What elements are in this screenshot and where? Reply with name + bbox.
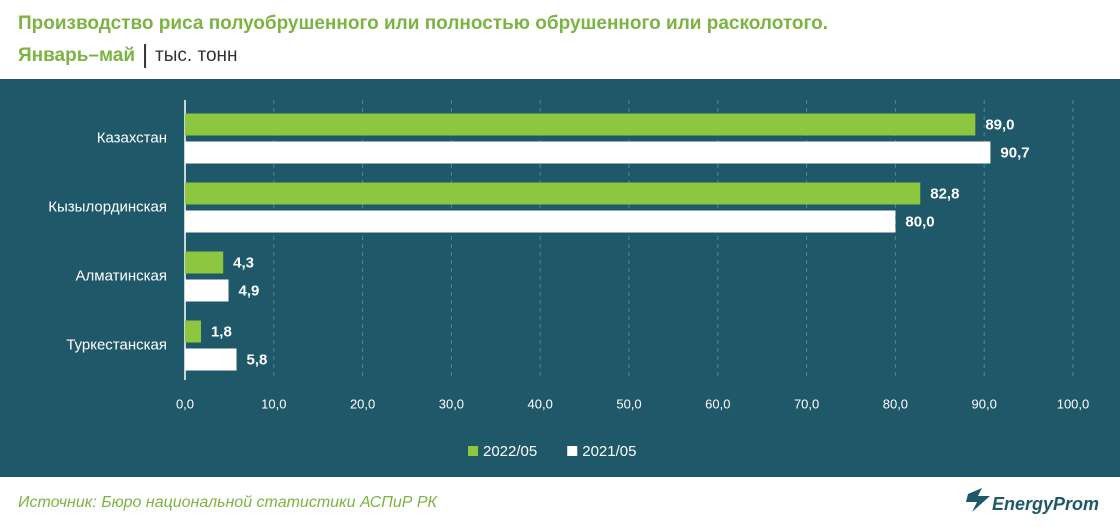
value-label: 5,8 (247, 351, 268, 368)
x-tick-label: 60,0 (705, 396, 730, 411)
x-tick-label: 100,0 (1057, 396, 1090, 411)
value-label: 80,0 (905, 213, 934, 230)
x-tick-label: 0,0 (176, 396, 194, 411)
logo-icon (966, 488, 990, 512)
y-tick-label: Алматинская (76, 267, 167, 284)
x-tick-label: 90,0 (972, 396, 997, 411)
x-tick-label: 40,0 (528, 396, 553, 411)
y-tick-label: Туркестанская (66, 336, 167, 353)
bar (185, 113, 976, 136)
bar (185, 182, 921, 205)
value-label: 89,0 (985, 116, 1014, 133)
x-tick-label: 80,0 (883, 396, 908, 411)
source-note: Источник: Бюро национальной статистики А… (18, 494, 439, 511)
x-tick-label: 50,0 (616, 396, 641, 411)
y-tick-label: Кызылординская (48, 198, 167, 215)
value-label: 90,7 (1000, 144, 1029, 161)
chart-panel (0, 79, 1120, 477)
value-label: 1,8 (211, 323, 232, 340)
units-label: тыс. тонн (155, 45, 237, 66)
value-label: 82,8 (930, 185, 959, 202)
bar (185, 210, 896, 233)
chart-subtitle: Январь–май (18, 45, 135, 66)
x-tick-label: 70,0 (794, 396, 819, 411)
value-label: 4,9 (239, 282, 260, 299)
x-tick-label: 10,0 (261, 396, 286, 411)
legend-label: 2022/05 (483, 443, 537, 460)
logo: EnergyProm (966, 488, 1099, 514)
x-tick-label: 20,0 (350, 396, 375, 411)
y-tick-label: Казахстан (97, 129, 167, 146)
legend-marker (468, 446, 478, 456)
bar (185, 279, 229, 302)
chart-title: Производство риса полуобрушенного или по… (18, 13, 828, 34)
logo-text: EnergyProm (992, 494, 1099, 514)
legend-marker (567, 446, 578, 456)
x-tick-label: 30,0 (439, 396, 464, 411)
legend-label: 2021/05 (582, 443, 636, 460)
bar (185, 251, 224, 274)
value-label: 4,3 (233, 254, 254, 271)
bar (185, 348, 237, 371)
bar (185, 320, 201, 343)
bar (185, 141, 991, 164)
